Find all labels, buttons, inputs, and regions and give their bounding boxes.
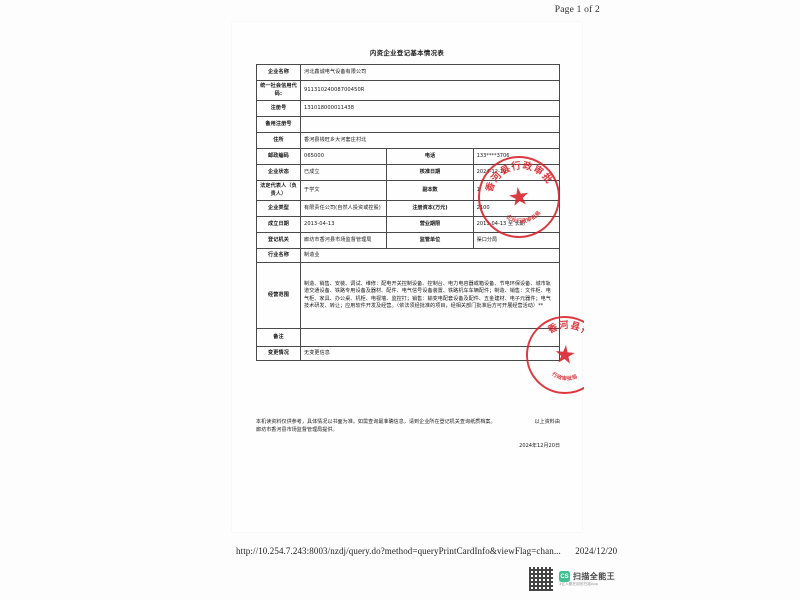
row-label-credit-code: 统一社会信用代码: [256, 80, 301, 101]
row-label-phone: 电话 [386, 148, 474, 165]
table-row: 成立日期 2013-04-13 营业期限 2013-04-13 至 长期 [256, 216, 561, 233]
registration-table: 企业名称 河北鑫诚电气设备有限公司 统一社会信用代码: 911310240087… [256, 64, 561, 361]
row-label-copies: 副本数 [386, 180, 474, 201]
table-row: 企业名称 河北鑫诚电气设备有限公司 [256, 64, 560, 81]
official-seal-side-icon: 香河县行 行政审批局 [526, 312, 584, 398]
row-value-credit-code: 91131024008700450R [300, 80, 560, 101]
row-value-postcode: 065000 [299, 148, 388, 165]
row-value-spare-registration-number [300, 116, 560, 133]
row-value-company-name: 河北鑫诚电气设备有限公司 [300, 64, 560, 81]
row-label-supervising-unit: 监管单位 [386, 232, 474, 249]
row-value-establish-date: 2013-04-13 [299, 216, 388, 233]
scanned-sheet: 内资企业登记基本情况表 企业名称 河北鑫诚电气设备有限公司 统一社会信用代码: … [232, 22, 582, 532]
row-label-registered-capital: 注册资本(万元) [386, 200, 474, 217]
camscanner-name: 扫描全能王 [573, 571, 615, 581]
row-label-approval-date: 核准日期 [386, 164, 474, 181]
table-row: 登记机关 廊坊市香河县市场监督管理局 监管单位 渠口分局 [256, 232, 561, 249]
seal-side-top-text: 香河县行 [544, 316, 584, 340]
footer-date: 2024/12/20 [575, 546, 618, 556]
row-label-business-scope: 经营范围 [256, 262, 301, 329]
row-value-registered-capital: 2100 [472, 200, 561, 217]
footnote-tail: 以上资料由 [534, 419, 560, 425]
row-value-legal-representative: 于学文 [299, 180, 388, 201]
camscanner-subtitle: 3亿人都在用的扫描App [559, 582, 599, 587]
table-row: 企业类型 有限责任公司(自然人投资或控股) 注册资本(万元) 2100 [256, 200, 561, 217]
row-value-business-term: 2013-04-13 至 长期 [472, 216, 561, 233]
row-label-registration-authority: 登记机关 [256, 232, 301, 249]
row-label-spare-registration-number: 备用注册号 [256, 116, 301, 133]
qr-code-icon [528, 566, 554, 592]
row-label-legal-representative: 法定代表人（负责人） [256, 180, 301, 201]
row-label-company-name: 企业名称 [256, 64, 301, 81]
camscanner-badge-icon: CS [559, 571, 570, 583]
footnote-date: 2024年12月20日 [519, 443, 560, 449]
official-seal-side-clip: 香河县行 行政审批局 [526, 312, 584, 400]
camscanner-text: CS 扫描全能王 3亿人都在用的扫描App [559, 571, 615, 587]
table-row: 法定代表人（负责人） 于学文 副本数 1 [256, 180, 561, 201]
footnote-line-2: 廊坊市香河县市场监督管理局提供。 [256, 427, 338, 434]
camscanner-title-row: CS 扫描全能王 [559, 571, 615, 583]
row-value-company-type: 有限责任公司(自然人投资或控股) [299, 200, 388, 217]
table-row: 企业状态 已成立 核准日期 2024-12-19 [256, 164, 561, 181]
table-row: 统一社会信用代码: 91131024008700450R [256, 80, 560, 101]
table-row: 邮政编码 065000 电话 133****3706 [256, 148, 561, 165]
footnote-block: 以上资料由 本机读资料仅供参考，具体情况以书面为准。如需查询最准确信息，请到企业… [256, 418, 560, 434]
row-value-registration-authority: 廊坊市香河县市场监督管理局 [299, 232, 388, 249]
row-label-establish-date: 成立日期 [256, 216, 301, 233]
document-title: 内资企业登记基本情况表 [369, 49, 445, 57]
table-row: 住所 香河县钱旺乡大河套庄村北 [256, 132, 560, 149]
row-label-industry: 行业名称 [256, 248, 301, 263]
row-value-approval-date: 2024-12-19 [472, 164, 561, 181]
row-label-status: 企业状态 [256, 164, 301, 181]
row-value-business-scope: 制造、销售、安装、调试、维修：配电开关控制设备、控制台、电力电容器或箱设备、节电… [300, 262, 560, 329]
camscanner-watermark: CS 扫描全能王 3亿人都在用的扫描App [528, 566, 615, 592]
row-label-change-info: 变更情况 [256, 346, 301, 361]
row-value-address: 香河县钱旺乡大河套庄村北 [300, 132, 560, 149]
table-row-business-scope: 经营范围 制造、销售、安装、调试、维修：配电开关控制设备、控制台、电力电容器或箱… [256, 262, 560, 329]
row-value-remark [300, 328, 560, 347]
footer-url: http://10.254.7.243:8003/nzdj/query.do?m… [236, 546, 561, 556]
footnote-line-1: 本机读资料仅供参考，具体情况以书面为准。如需查询最准确信息，请到企业所在登记机关… [256, 419, 496, 425]
row-value-change-info: 无变更信息 [300, 346, 560, 361]
seal-side-bottom-text: 行政审批局 [549, 369, 579, 384]
row-value-phone: 133****3706 [472, 148, 561, 165]
row-value-status: 已成立 [299, 164, 388, 181]
row-value-industry: 制造业 [300, 248, 560, 263]
row-label-address: 住所 [256, 132, 301, 149]
table-row: 注册号 131018000011438 [256, 100, 560, 117]
table-row: 备用注册号 [256, 116, 560, 133]
row-label-company-type: 企业类型 [256, 200, 301, 217]
table-row: 变更情况 无变更信息 [256, 346, 560, 361]
row-label-business-term: 营业期限 [386, 216, 474, 233]
page-number-header: Page 1 of 2 [554, 5, 600, 15]
row-value-supervising-unit: 渠口分局 [472, 232, 561, 249]
footer-url-line: http://10.254.7.243:8003/nzdj/query.do?m… [236, 546, 617, 556]
table-row: 行业名称 制造业 [256, 248, 560, 263]
row-label-postcode: 邮政编码 [256, 148, 301, 165]
row-label-registration-number: 注册号 [256, 100, 301, 117]
table-row: 备注 [256, 328, 560, 347]
seal-star-icon [554, 344, 576, 366]
row-label-remark: 备注 [256, 328, 301, 347]
row-value-registration-number: 131018000011438 [300, 100, 560, 117]
row-value-copies: 1 [472, 180, 561, 201]
